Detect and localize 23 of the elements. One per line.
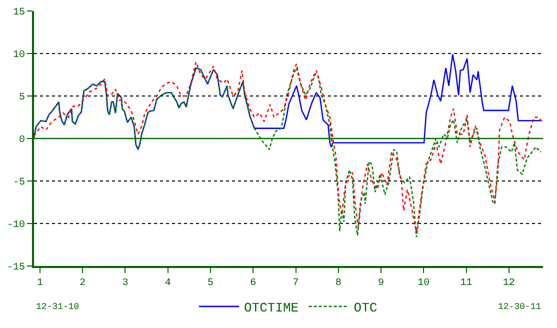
text: 12-30-11 (498, 302, 542, 312)
y-tick-label: -5 (12, 178, 25, 188)
x-tick-label: 6 (250, 278, 256, 289)
y-tick-label: 5 (18, 92, 25, 104)
x-tick-label: 1 (36, 278, 43, 289)
x-tick-label: 9 (378, 278, 384, 289)
x-tick-label: 12 (502, 278, 515, 289)
y-tick-label: 15 (12, 8, 25, 18)
x-tick-label: 2 (80, 278, 86, 289)
legend-label: OTC (354, 300, 378, 316)
x-tick-label: 7 (292, 278, 299, 289)
text: 12-31-10 (36, 302, 80, 312)
y-tick-label: -15 (6, 262, 25, 274)
x-tick-label: 10 (418, 278, 430, 289)
legend-label: OTCTIME (244, 300, 299, 316)
y-tick-label: 0 (18, 135, 25, 146)
x-tick-label: 8 (335, 278, 342, 289)
x-tick-label: 3 (122, 278, 128, 289)
y-tick-label: -10 (6, 220, 25, 231)
x-tick-label: 4 (164, 278, 171, 289)
x-tick-label: 5 (207, 278, 214, 289)
y-tick-label: 10 (12, 50, 25, 61)
x-tick-label: 11 (460, 278, 472, 289)
